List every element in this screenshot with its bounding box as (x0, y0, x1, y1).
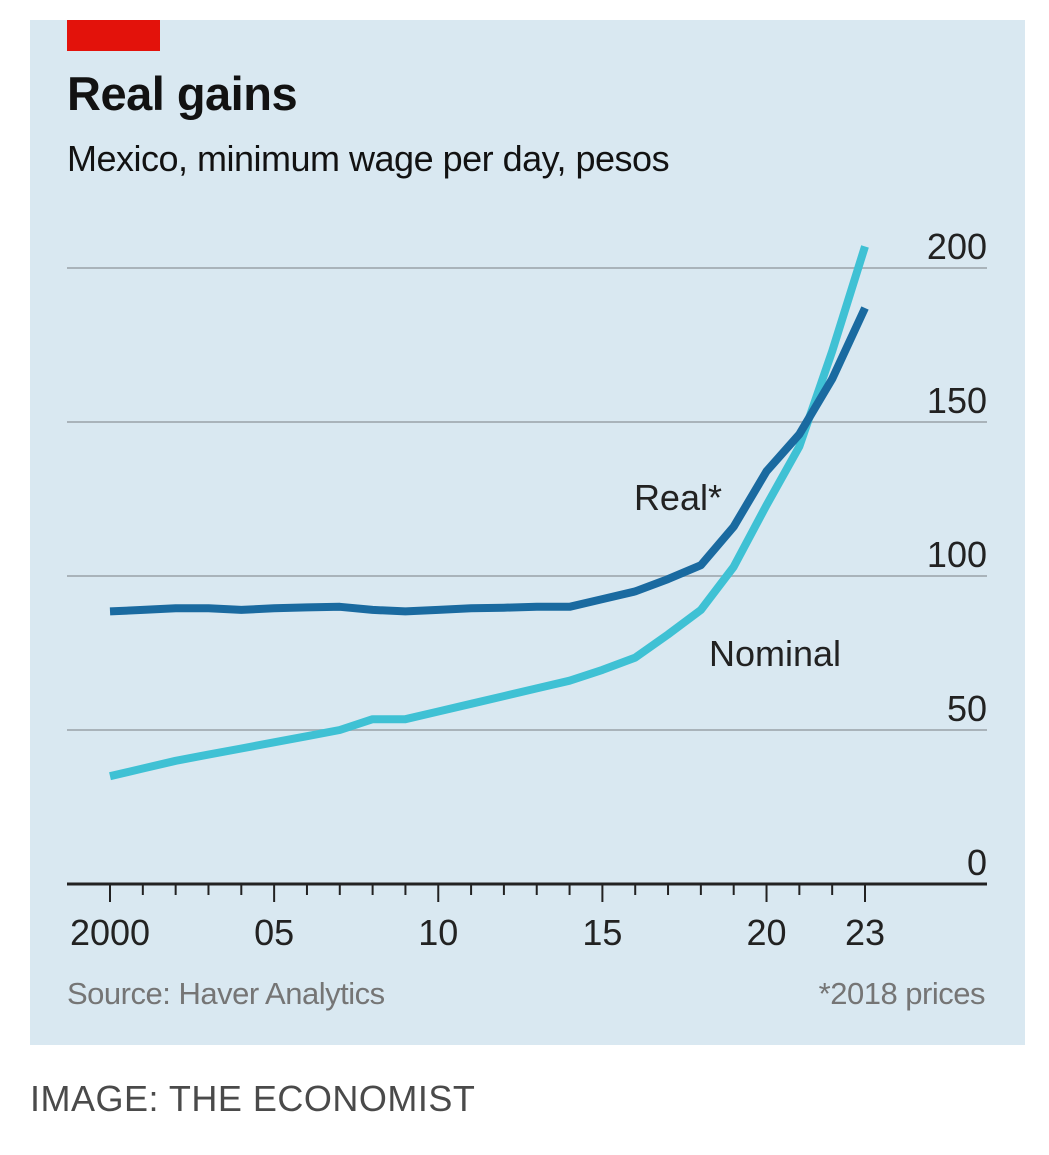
y-tick-label-150: 150 (927, 380, 987, 421)
series-label-nominal: Nominal (709, 633, 841, 674)
series-labels: Real* Nominal (634, 477, 841, 674)
x-axis: 2000 05 10 15 20 23 (67, 882, 987, 953)
y-tick-label-0: 0 (967, 842, 987, 883)
prices-footnote: *2018 prices (818, 976, 986, 1011)
chart-subtitle: Mexico, minimum wage per day, pesos (67, 138, 670, 179)
series-lines (109, 245, 869, 781)
source-note: Source: Haver Analytics (67, 976, 385, 1011)
series-line-nominal (109, 245, 869, 781)
x-tick-label-15: 15 (582, 912, 622, 953)
x-tick-label-20: 20 (746, 912, 786, 953)
gridlines (67, 267, 987, 731)
x-tick-label-2000: 2000 (70, 912, 150, 953)
x-tick-label-23: 23 (845, 912, 885, 953)
chart-panel (30, 20, 1025, 1045)
x-tick-label-05: 05 (254, 912, 294, 953)
x-tick-label-10: 10 (418, 912, 458, 953)
image-credit: IMAGE: THE ECONOMIST (30, 1078, 476, 1119)
series-label-real: Real* (634, 477, 722, 518)
y-tick-label-50: 50 (947, 688, 987, 729)
y-tick-label-100: 100 (927, 534, 987, 575)
series-line-real (109, 306, 869, 616)
chart-title: Real gains (67, 67, 298, 120)
red-accent-tag (67, 20, 160, 51)
y-tick-label-200: 200 (927, 226, 987, 267)
y-tick-labels: 0 50 100 150 200 (927, 226, 987, 883)
